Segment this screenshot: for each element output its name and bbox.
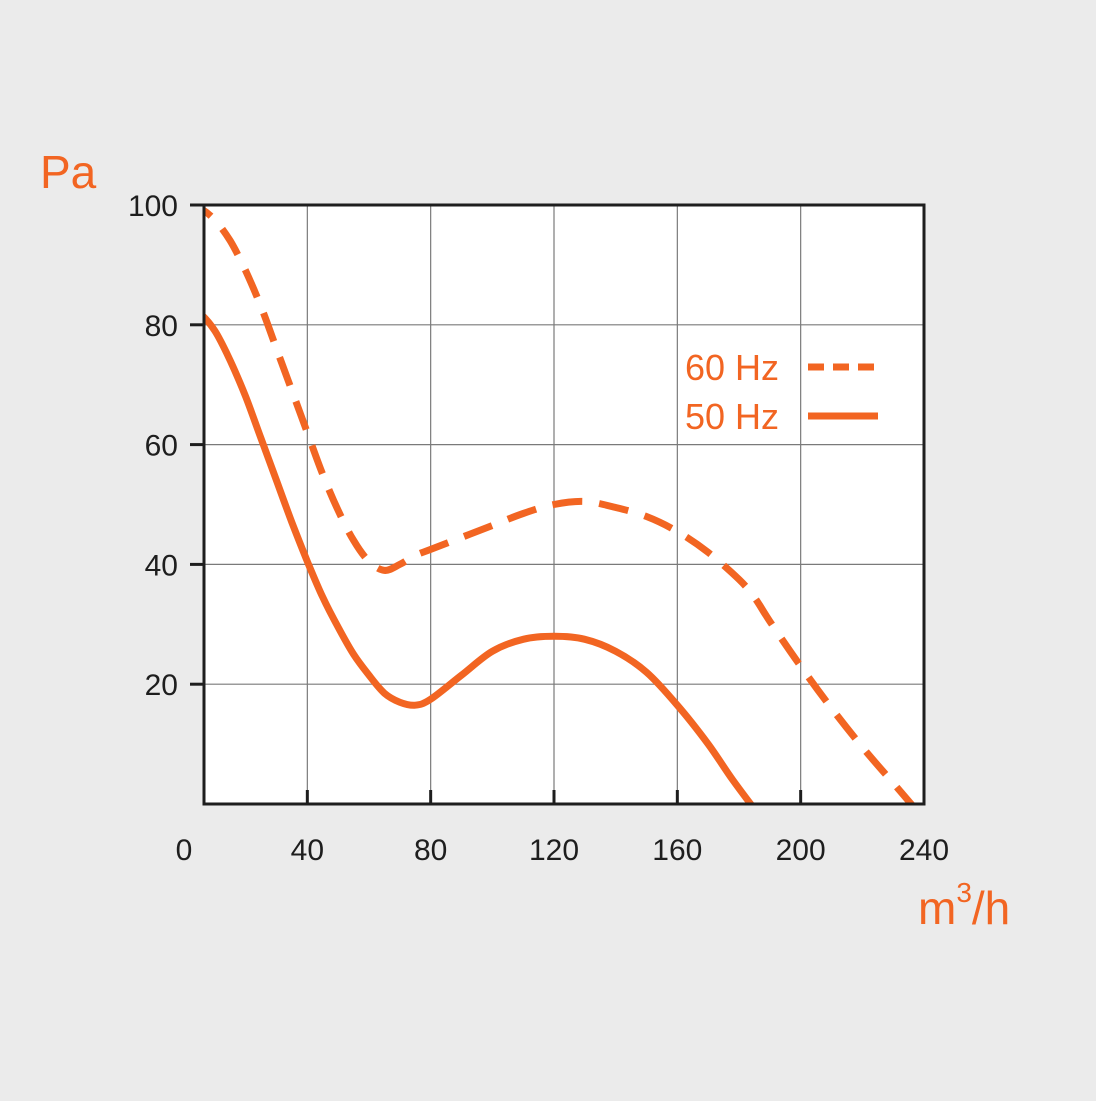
series-line-50hz <box>204 312 756 804</box>
legend-label-60hz: 60 Hz <box>685 347 779 388</box>
y-tick-label-60: 60 <box>145 430 178 463</box>
x-tick-label-80: 80 <box>414 834 447 867</box>
series-line-60hz <box>204 206 916 804</box>
x-axis-title-base: m <box>918 882 956 934</box>
x-tick-label-240: 240 <box>899 834 949 867</box>
y-tick-label-40: 40 <box>145 549 178 582</box>
plot-frame <box>202 203 926 806</box>
y-axis-title: Pa <box>40 146 97 198</box>
x-tick-label-40: 40 <box>291 834 324 867</box>
y-tick-label-100: 100 <box>128 190 178 223</box>
x-tick-label-160: 160 <box>652 834 702 867</box>
x-axis-title-tail: /h <box>972 882 1010 934</box>
legend: 60 Hz 50 Hz <box>685 347 878 437</box>
x-tick-label-120: 120 <box>529 834 579 867</box>
y-tick-label-80: 80 <box>145 310 178 343</box>
x-axis-title-superscript: 3 <box>956 877 972 908</box>
series-layer <box>204 206 916 804</box>
legend-label-50hz: 50 Hz <box>685 396 779 437</box>
x-tick-label-200: 200 <box>776 834 826 867</box>
x-tick-label-0: 0 <box>176 834 193 867</box>
x-axis-title: m3/h <box>918 877 1010 934</box>
axis-ticks: 0 40 80 120 160 200 240 20 40 60 80 100 <box>128 190 949 867</box>
y-tick-label-20: 20 <box>145 669 178 702</box>
